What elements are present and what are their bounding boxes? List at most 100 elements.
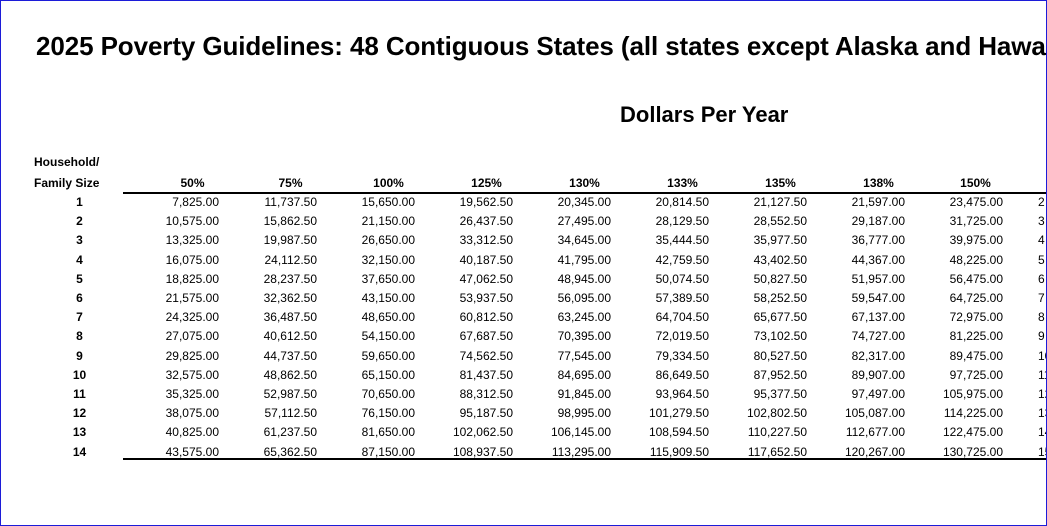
amount-cell: 61,237.50 xyxy=(263,425,317,440)
amount-cell: 32,362.50 xyxy=(263,291,317,305)
column-header-135pct: 135% xyxy=(765,176,796,190)
column-header-125pct: 125% xyxy=(471,176,502,190)
clipped-cell: 7 xyxy=(1038,291,1045,305)
amount-cell: 19,987.50 xyxy=(263,233,317,248)
family-size-cell: 5 xyxy=(76,271,83,286)
amount-cell: 35,325.00 xyxy=(165,387,219,401)
amount-cell: 19,562.50 xyxy=(459,195,513,209)
amount-cell: 39,975.00 xyxy=(949,233,1003,248)
amount-cell: 27,495.00 xyxy=(557,214,611,229)
amount-cell: 35,444.50 xyxy=(655,233,709,248)
clipped-cell: 2 xyxy=(1038,195,1045,209)
amount-cell: 89,907.00 xyxy=(851,367,905,382)
column-header-133pct: 133% xyxy=(667,176,698,190)
amount-cell: 115,909.50 xyxy=(649,444,709,459)
amount-cell: 81,437.50 xyxy=(459,367,513,382)
amount-cell: 16,075.00 xyxy=(165,252,219,267)
amount-cell: 67,137.00 xyxy=(851,310,905,325)
amount-cell: 15,650.00 xyxy=(361,195,415,209)
amount-cell: 29,825.00 xyxy=(165,348,219,363)
amount-cell: 26,437.50 xyxy=(459,214,513,229)
amount-cell: 81,225.00 xyxy=(949,329,1003,344)
amount-cell: 72,975.00 xyxy=(949,310,1003,325)
amount-cell: 93,964.50 xyxy=(655,387,709,401)
family-size-cell: 4 xyxy=(76,252,83,267)
amount-cell: 40,187.50 xyxy=(459,252,513,267)
amount-cell: 50,827.50 xyxy=(753,271,807,286)
clipped-cell: 3 xyxy=(1038,214,1045,229)
amount-cell: 44,737.50 xyxy=(263,348,317,363)
family-size-cell: 7 xyxy=(76,310,83,325)
amount-cell: 60,812.50 xyxy=(459,310,513,325)
amount-cell: 27,075.00 xyxy=(165,329,219,344)
amount-cell: 106,145.00 xyxy=(550,425,611,440)
amount-cell: 74,562.50 xyxy=(459,348,513,363)
column-header-100pct: 100% xyxy=(373,176,404,190)
amount-cell: 48,225.00 xyxy=(949,252,1003,267)
amount-cell: 24,112.50 xyxy=(264,252,318,267)
amount-cell: 48,945.00 xyxy=(557,271,611,286)
table-row: 11 35,325.00 52,987.50 70,650.00 88,312.50 91… xyxy=(1,387,1046,406)
amount-cell: 88,312.50 xyxy=(459,387,513,401)
table-row: 3 13,325.00 19,987.50 26,650.00 33,312.50 34,… xyxy=(1,233,1046,252)
amount-cell: 59,650.00 xyxy=(361,348,415,363)
amount-cell: 108,937.50 xyxy=(452,444,513,459)
family-size-cell: 11 xyxy=(73,387,86,401)
family-size-cell: 10 xyxy=(72,367,87,382)
amount-cell: 21,597.00 xyxy=(851,195,905,209)
amount-cell: 95,187.50 xyxy=(459,406,513,421)
amount-cell: 43,402.50 xyxy=(753,252,807,267)
amount-cell: 87,952.50 xyxy=(753,367,807,382)
amount-cell: 76,150.00 xyxy=(361,406,415,421)
amount-cell: 80,527.50 xyxy=(753,348,807,363)
amount-cell: 43,150.00 xyxy=(361,291,415,305)
amount-cell: 63,245.00 xyxy=(557,310,611,325)
amount-cell: 54,150.00 xyxy=(361,329,415,344)
clipped-cell: 10 xyxy=(1038,348,1046,363)
amount-cell: 120,267.00 xyxy=(844,444,905,459)
amount-cell: 48,650.00 xyxy=(361,310,415,325)
clipped-cell: 12 xyxy=(1038,387,1046,401)
amount-cell: 117,652.50 xyxy=(747,444,807,459)
amount-cell: 48,862.50 xyxy=(263,367,317,382)
family-size-cell: 9 xyxy=(76,348,83,363)
amount-cell: 34,645.00 xyxy=(557,233,611,248)
table-row: 13 40,825.00 61,237.50 81,650.00 102,062.50 1… xyxy=(1,425,1046,444)
amount-cell: 65,150.00 xyxy=(361,367,415,382)
page-title: 2025 Poverty Guidelines: 48 Contiguous S… xyxy=(36,31,1047,61)
amount-cell: 20,345.00 xyxy=(557,195,611,209)
amount-cell: 89,475.00 xyxy=(949,348,1003,363)
amount-cell: 41,795.00 xyxy=(557,252,611,267)
column-header-150pct: 150% xyxy=(960,176,991,190)
table-row: 1 7,825.00 11,737.50 15,650.00 19,562.50 20,3… xyxy=(1,195,1046,214)
table-row: 6 21,575.00 32,362.50 43,150.00 53,937.50 56,… xyxy=(1,291,1046,310)
amount-cell: 10,575.00 xyxy=(165,214,219,229)
row-header-line1: Household/ xyxy=(34,155,100,169)
amount-cell: 44,367.00 xyxy=(851,252,905,267)
amount-cell: 87,150.00 xyxy=(361,444,415,459)
family-size-cell: 12 xyxy=(72,406,87,421)
amount-cell: 70,395.00 xyxy=(557,329,611,344)
amount-cell: 65,362.50 xyxy=(263,444,317,459)
clipped-cell: 4 xyxy=(1038,233,1045,248)
amount-cell: 18,825.00 xyxy=(165,271,219,286)
amount-cell: 56,095.00 xyxy=(557,291,611,305)
amount-cell: 113,295.00 xyxy=(551,444,611,459)
amount-cell: 102,062.50 xyxy=(452,425,513,440)
amount-cell: 47,062.50 xyxy=(459,271,513,286)
amount-cell: 91,845.00 xyxy=(557,387,611,401)
amount-cell: 130,725.00 xyxy=(942,444,1003,459)
family-size-cell: 1 xyxy=(76,195,83,209)
amount-cell: 28,129.50 xyxy=(655,214,709,229)
family-size-cell: 13 xyxy=(72,425,87,440)
amount-cell: 64,725.00 xyxy=(949,291,1003,305)
amount-cell: 67,687.50 xyxy=(459,329,513,344)
amount-cell: 79,334.50 xyxy=(655,348,709,363)
amount-cell: 56,475.00 xyxy=(949,271,1003,286)
amount-cell: 110,227.50 xyxy=(747,425,807,440)
amount-cell: 21,150.00 xyxy=(361,214,415,229)
amount-cell: 31,725.00 xyxy=(949,214,1003,229)
amount-cell: 97,497.00 xyxy=(851,387,905,401)
amount-cell: 82,317.00 xyxy=(851,348,905,363)
amount-cell: 28,552.50 xyxy=(753,214,807,229)
